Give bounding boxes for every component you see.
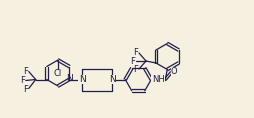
Text: N: N (78, 75, 85, 84)
Text: N: N (66, 74, 73, 83)
Text: Cl: Cl (54, 69, 62, 78)
Text: F: F (23, 84, 28, 93)
Text: F: F (23, 67, 28, 76)
Text: O: O (170, 67, 177, 76)
Text: N: N (108, 75, 115, 84)
Text: F: F (130, 57, 134, 65)
Text: F: F (20, 76, 25, 85)
Text: NH: NH (151, 75, 164, 84)
Text: F: F (133, 65, 138, 74)
Text: F: F (133, 48, 138, 57)
